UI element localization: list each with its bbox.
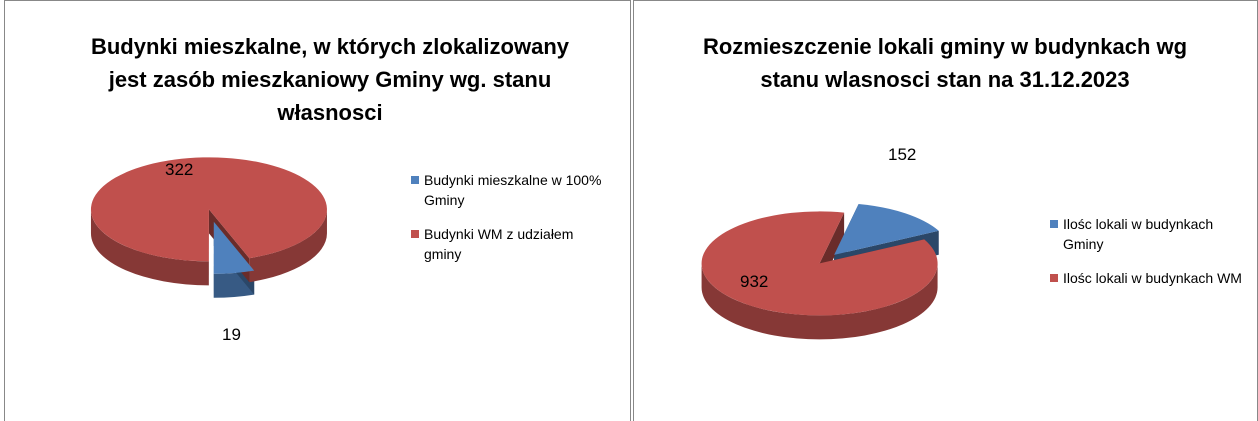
chart-title: Budynki mieszkalne, w których zlokalizow… (90, 34, 570, 125)
pie-side (249, 209, 327, 283)
legend: Ilośc lokali w budynkach Gminy Ilośc loka… (1050, 214, 1250, 302)
pie-slice (90, 157, 327, 262)
data-label: 322 (165, 160, 194, 179)
legend-swatch (411, 230, 419, 238)
pie-slice (834, 203, 939, 255)
data-label: 152 (888, 145, 917, 164)
pie-slice (701, 211, 938, 316)
legend-label: Ilośc lokali w budynkach WM (1063, 270, 1242, 286)
pie-side (701, 263, 938, 340)
legend-label: Budynki WM z udziałem gminy (424, 226, 574, 262)
legend-item: Budynki mieszkalne w 100% Gminy (411, 170, 611, 210)
legend-item: Ilośc lokali w budynkach WM (1050, 268, 1250, 288)
pie-slice (213, 221, 255, 274)
data-label: 932 (740, 272, 769, 291)
data-label: 19 (222, 325, 241, 344)
chart-panel (4, 0, 631, 421)
legend-item: Budynki WM z udziałem gminy (411, 224, 611, 264)
legend-label: Budynki mieszkalne w 100% Gminy (424, 172, 602, 208)
legend-swatch (411, 176, 419, 184)
legend-label: Ilośc lokali w budynkach Gminy (1063, 216, 1214, 252)
legend: Budynki mieszkalne w 100% Gminy Budynki W… (411, 170, 611, 278)
legend-swatch (1050, 274, 1058, 282)
legend-swatch (1050, 220, 1058, 228)
pie-side (90, 209, 209, 286)
chart-title: Rozmieszczenie lokali gminy w budynkach … (702, 34, 1188, 92)
legend-item: Ilośc lokali w budynkach Gminy (1050, 214, 1250, 254)
